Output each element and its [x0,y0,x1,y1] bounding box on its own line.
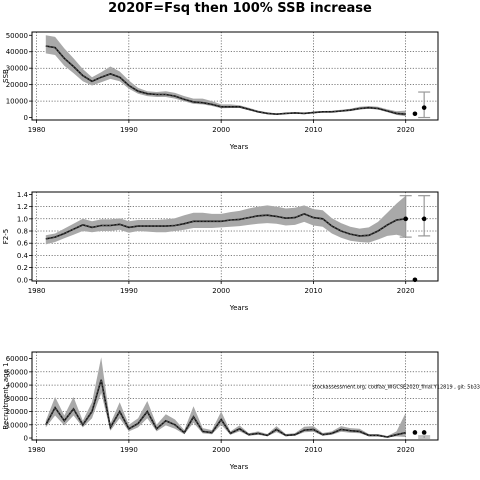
confidence-band [45,357,406,438]
source-annotation: stockassessment.org, codfaa_WGCSE2020_fi… [312,384,480,390]
forecast-point [421,430,427,435]
plot-frame [31,351,439,441]
x-axis-label: Years [229,304,249,312]
y-axis-label: SSB [2,69,10,83]
y-axis-label: F2-5 [2,229,10,244]
y-tick-label: 40000 [6,382,28,390]
y-tick-label: 0.6 [17,240,29,248]
x-tick-label: 2000 [212,287,230,295]
y-tick-label: 10000 [6,421,28,429]
y-tick-label: 40000 [6,48,28,56]
x-tick-label: 2000 [212,446,230,454]
x-tick-label: 1980 [28,287,46,295]
mean-line [45,379,406,438]
y-tick-label: 0.8 [17,228,28,236]
x-tick-label: 2020 [397,446,415,454]
y-tick-label: 50000 [6,32,28,40]
y-axis-label: Recruitment, age 1 [2,362,10,429]
x-tick-label: 2010 [305,287,323,295]
x-tick-label: 2000 [212,126,230,134]
y-tick-label: 0.0 [17,276,28,284]
confidence-band [45,35,406,117]
x-tick-label: 1980 [28,446,46,454]
y-tick-label: 1.4 [17,191,29,199]
forecast-point [421,216,427,222]
x-tick-label: 1990 [120,287,138,295]
forecast-point [412,430,418,435]
y-tick-label: 30000 [6,65,28,73]
y-tick-label: 50000 [6,368,28,376]
y-tick-label: 1.0 [17,215,28,223]
x-tick-label: 2010 [305,126,323,134]
y-tick-label: 60000 [6,355,28,363]
y-tick-label: 0.4 [17,252,29,260]
x-tick-label: 2020 [397,126,415,134]
forecast-point [403,216,409,222]
panel-recruitment: 1980 1990 2000 2010 2020 0 10000 20000 30000 4000… [2,351,480,471]
x-tick-label: 1990 [120,126,138,134]
panel-ssb: 1980 1990 2000 2010 2020 0 10000 20000 30000 4000… [2,31,439,151]
x-tick-label: 2010 [305,446,323,454]
y-tick-label: 0.2 [17,264,28,272]
figure-title: 2020F=Fsq then 100% SSB increase [108,1,372,16]
y-tick-label: 10000 [6,98,28,106]
y-tick-label: 20000 [6,408,28,416]
forecast-point [421,105,427,110]
x-tick-label: 1980 [28,126,46,134]
x-axis-label: Years [229,463,249,471]
y-tick-label: 0 [24,114,28,122]
mean-line [45,213,406,240]
plot-frame [31,31,439,121]
panel-fishing-mortality: 1980 1990 2000 2010 2020 0.0 0.2 0.4 0.6 0.8 1.0 1.… [2,191,439,312]
y-tick-label: 1.2 [17,203,28,211]
x-tick-label: 1990 [120,446,138,454]
forecast-point [412,111,418,117]
mean-line [45,45,406,115]
x-axis-label: Years [229,143,249,151]
y-tick-label: 20000 [6,81,28,89]
plot-frame [31,191,439,282]
x-tick-label: 2020 [397,287,415,295]
y-tick-label: 30000 [6,395,28,403]
y-tick-label: 0 [24,435,28,443]
